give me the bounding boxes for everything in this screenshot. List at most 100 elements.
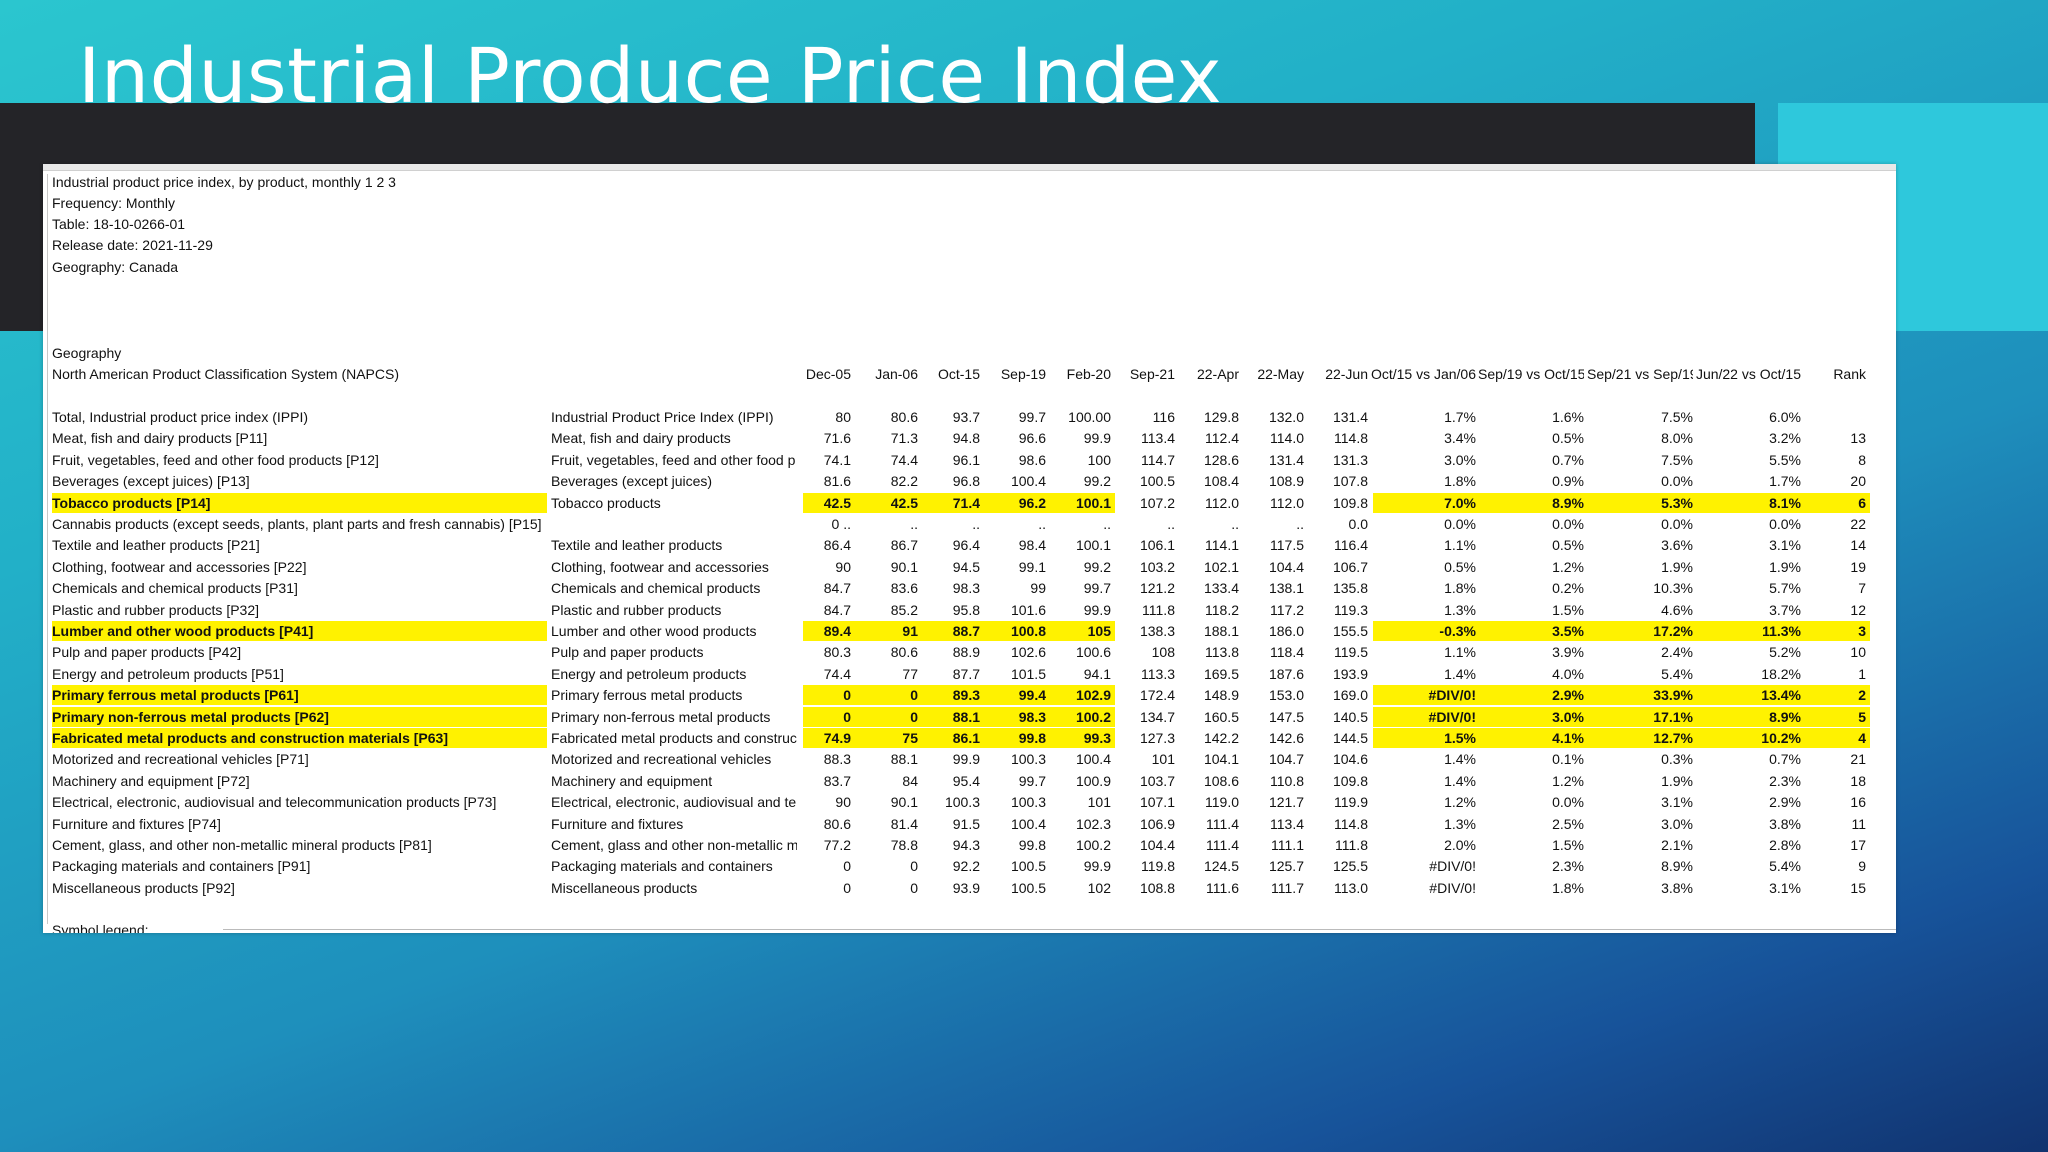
row-value-cell: 88.1 <box>920 706 984 727</box>
row-value-cell: 113.3 <box>1141 665 1175 682</box>
row-value-cell: 2.3% <box>1769 772 1801 789</box>
row-value-cell: 77 <box>902 665 918 682</box>
row-value-cell: 106.7 <box>1332 558 1368 575</box>
row-value-cell: 108.6 <box>1203 772 1239 789</box>
row-value-cell: 102.9 <box>1048 685 1115 706</box>
row-value-cell: 42.5 <box>853 492 922 513</box>
row-product-description: Lumber and other wood products <box>551 623 757 639</box>
row-value-cell: 0.0% <box>1661 516 1693 532</box>
row-product-name: Energy and petroleum products [P51] <box>52 665 284 682</box>
row-value-cell: -0.3% <box>1373 621 1480 641</box>
row-value-cell: 4.6% <box>1661 601 1693 618</box>
row-value-cell: .. <box>1167 516 1175 532</box>
row-value-cell: 5.4% <box>1661 665 1693 682</box>
column-header: 22-May <box>1257 366 1304 382</box>
row-value-cell: 84 <box>902 772 918 789</box>
row-value-cell: 1.5% <box>1373 728 1480 748</box>
row-value-cell: 110.8 <box>1270 772 1304 789</box>
row-value-cell: 71.4 <box>920 492 984 513</box>
row-value-cell: 86.4 <box>823 537 851 554</box>
row-value-cell: 111.7 <box>1271 879 1304 896</box>
row-value-cell: 109.8 <box>1332 772 1368 789</box>
row-value-cell: 102.6 <box>1010 644 1046 661</box>
row-value-cell: 100 <box>1087 451 1111 468</box>
row-value-cell: 129.8 <box>1203 409 1239 425</box>
column-header: Jun/22 vs Oct/15 <box>1695 366 1801 382</box>
row-product-description: Plastic and rubber products <box>551 601 722 618</box>
row-value-cell: 1.3% <box>1444 815 1476 832</box>
row-value-cell: 99.8 <box>982 728 1050 748</box>
row-value-cell: 125.5 <box>1332 858 1368 875</box>
row-value-cell: 8.1% <box>1693 492 1805 513</box>
row-product-description: Primary non-ferrous metal products <box>551 708 771 725</box>
row-value-cell: 8.9% <box>1661 858 1693 875</box>
row-product-description: Miscellaneous products <box>551 879 698 896</box>
row-value-cell: 106.9 <box>1139 815 1175 832</box>
row-product-name: Chemicals and chemical products [P31] <box>52 580 298 597</box>
geography-label: Geography <box>52 345 122 361</box>
row-value-cell: 99.1 <box>1018 558 1046 575</box>
row-value-cell: 99.2 <box>1083 558 1111 575</box>
row-value-cell: 88.9 <box>952 644 980 661</box>
row-value-cell: 94.5 <box>952 558 980 575</box>
row-value-cell: 153.0 <box>1268 687 1304 704</box>
row-value-cell: 0.0 <box>1348 516 1368 532</box>
row-value-cell: 3.8% <box>1769 815 1801 832</box>
row-value-cell: 104.4 <box>1139 837 1175 853</box>
row-value-cell: 74.4 <box>890 451 918 468</box>
meta-release-date: Release date: 2021-11-29 <box>52 237 213 253</box>
row-value-cell: 100.4 <box>1010 815 1046 832</box>
row-value-cell: 113.4 <box>1270 815 1304 832</box>
row-value-cell: 1.2% <box>1552 772 1584 789</box>
row-value-cell: 1.7% <box>1444 409 1476 425</box>
row-value-cell: 91 <box>853 621 922 641</box>
row-value-cell: 93.7 <box>952 409 980 425</box>
row-product-description: Machinery and equipment <box>551 772 713 789</box>
row-value-cell: 4.1% <box>1476 728 1588 748</box>
row-value-cell: 112.0 <box>1270 494 1304 511</box>
column-header: Feb-20 <box>1066 366 1111 382</box>
row-value-cell: 100.1 <box>1075 537 1111 554</box>
row-value-cell: 3.7% <box>1769 601 1801 618</box>
row-value-cell: 8.9% <box>1693 706 1805 727</box>
row-value-cell: 112.0 <box>1205 494 1239 511</box>
row-value-cell: 186.0 <box>1268 623 1304 639</box>
row-product-description: Packaging materials and containers <box>551 858 773 875</box>
row-value-cell: .. <box>1296 516 1304 532</box>
row-value-cell: 10.3% <box>1653 580 1693 597</box>
row-value-cell: 128.6 <box>1203 451 1239 468</box>
row-value-cell: 111.1 <box>1271 837 1304 853</box>
row-value-cell: 169.5 <box>1203 665 1239 682</box>
row-value-cell: 155.5 <box>1332 623 1368 639</box>
row-value-cell: 6.0% <box>1769 409 1801 425</box>
row-value-cell: 124.5 <box>1203 858 1239 875</box>
row-value-cell: 1.7% <box>1769 473 1801 490</box>
row-value-cell: 99.9 <box>1083 601 1111 618</box>
row-value-cell: 113.4 <box>1141 430 1175 447</box>
row-value-cell: 0.0% <box>1444 516 1476 532</box>
row-value-cell: 1.4% <box>1444 665 1476 682</box>
row-value-cell: 5.2% <box>1769 644 1801 661</box>
row-value-cell: 1.8% <box>1444 580 1476 597</box>
row-value-cell: 100.3 <box>944 794 980 811</box>
row-value-cell: 84.7 <box>823 580 851 597</box>
column-header: Sep-21 <box>1129 366 1175 382</box>
column-header-strip <box>43 164 1896 171</box>
row-value-cell: 119.0 <box>1205 794 1239 811</box>
row-value-cell: 5 <box>1801 706 1870 727</box>
row-value-cell: 80.6 <box>890 644 918 661</box>
row-product-name: Furniture and fixtures [P74] <box>52 815 221 832</box>
column-header: 22-Jun <box>1325 366 1368 382</box>
row-value-cell: 0 <box>910 858 918 875</box>
column-header: Rank <box>1833 366 1866 382</box>
row-value-cell: 169.0 <box>1332 687 1368 704</box>
row-value-cell: 10.2% <box>1693 728 1805 748</box>
row-value-cell: 94.3 <box>952 837 980 853</box>
row-value-cell: 125.7 <box>1268 858 1304 875</box>
row-value-cell: 119.3 <box>1334 601 1368 618</box>
row-value-cell: 132.0 <box>1268 409 1304 425</box>
row-value-cell: 100.2 <box>1075 837 1111 853</box>
symbol-legend-label: Symbol legend: <box>52 922 149 933</box>
row-value-cell: 0 <box>843 879 851 896</box>
row-value-cell: 114.8 <box>1334 815 1368 832</box>
